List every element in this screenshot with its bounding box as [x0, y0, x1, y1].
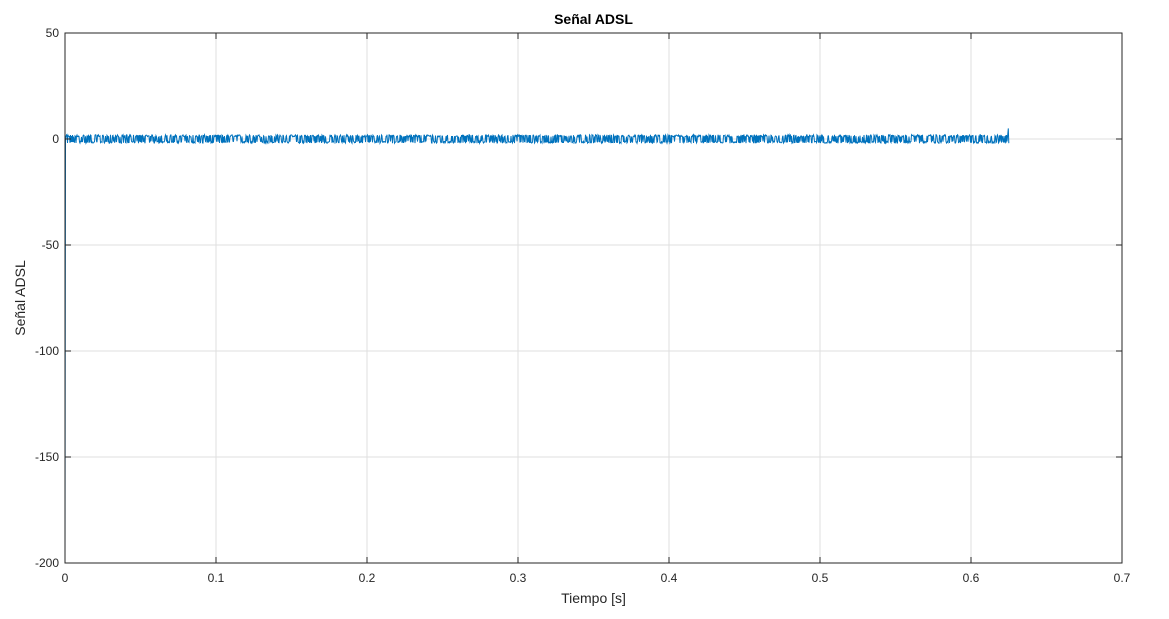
y-axis-label: Señal ADSL — [12, 260, 28, 336]
x-tick-label: 0 — [62, 571, 69, 585]
y-tick-label: -50 — [42, 238, 60, 252]
y-tick-label: -200 — [35, 556, 59, 570]
chart-title: Señal ADSL — [554, 11, 633, 27]
y-tick-label: 0 — [52, 132, 59, 146]
y-tick-label: -150 — [35, 450, 59, 464]
x-tick-label: 0.4 — [661, 571, 678, 585]
plot-area — [65, 33, 1122, 563]
x-axis-label: Tiempo [s] — [561, 590, 626, 606]
x-tick-label: 0.5 — [812, 571, 829, 585]
axes-frame — [64, 32, 1123, 564]
x-tick-label: 0.1 — [208, 571, 225, 585]
series-line — [64, 128, 1010, 564]
x-tick-label: 0.6 — [963, 571, 980, 585]
series-layer — [64, 128, 1010, 564]
x-tick-label: 0.2 — [359, 571, 376, 585]
x-tick-label: 0.3 — [510, 571, 527, 585]
x-tick-label: 0.7 — [1114, 571, 1131, 585]
ticks: 0 0.1 0.2 0.3 0.4 0.5 0.6 0.7 -200 -150 -100 -50 0 50 — [35, 26, 1131, 585]
y-tick-label: -100 — [35, 344, 59, 358]
y-tick-label: 50 — [46, 26, 60, 40]
